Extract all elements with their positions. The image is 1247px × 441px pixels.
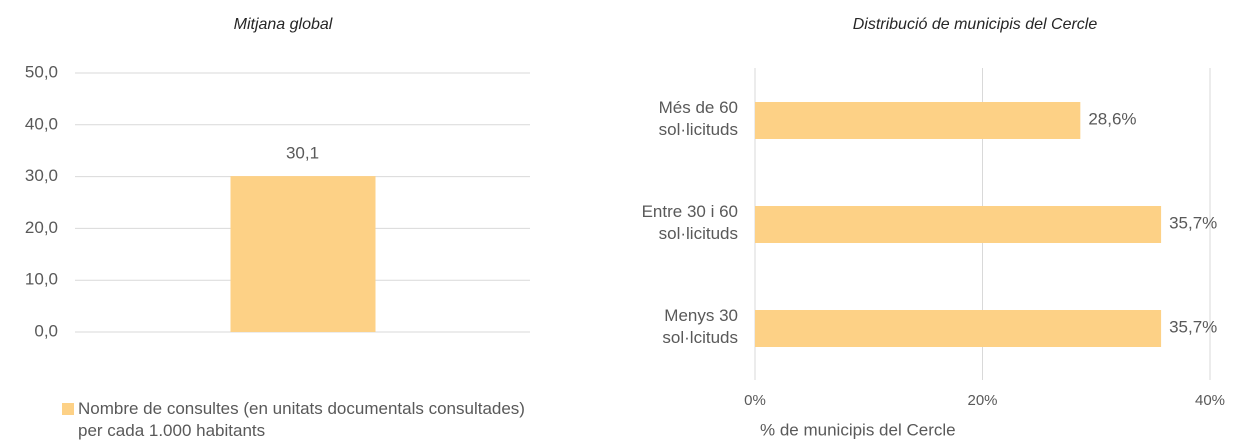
y-tick-label: 10,0	[25, 270, 58, 289]
y-tick-label: 40,0	[25, 114, 58, 133]
data-label: 35,7%	[1169, 213, 1217, 232]
bar	[230, 176, 376, 332]
x-tick-label: 0%	[744, 392, 766, 409]
chart-title: Mitjana global	[234, 16, 333, 33]
y-tick-label: 0,0	[34, 321, 58, 340]
y-tick-label: Entre 30 i 60 sol·licituds	[641, 202, 738, 243]
y-tick-label: 50,0	[25, 62, 58, 81]
data-label: 28,6%	[1088, 109, 1136, 128]
y-tick-label: Més de 60 sol·licituds	[658, 98, 738, 139]
x-tick-label: 40%	[1195, 392, 1225, 409]
bar	[755, 102, 1081, 139]
x-axis-title: % de municipis del Cercle	[760, 420, 956, 439]
bar	[755, 206, 1162, 243]
data-label: 30,1	[286, 144, 319, 163]
legend-swatch	[62, 403, 74, 415]
data-label: 35,7%	[1169, 317, 1217, 336]
y-tick-label: Menys 30 sol·lcituds	[662, 306, 738, 347]
chart-title: Distribució de municipis del Cercle	[853, 16, 1098, 33]
legend-label: Nombre de consultes (en unitats document…	[78, 399, 525, 440]
y-tick-label: 20,0	[25, 218, 58, 237]
x-tick-label: 20%	[967, 392, 997, 409]
y-tick-label: 30,0	[25, 166, 58, 185]
bar	[755, 310, 1162, 347]
